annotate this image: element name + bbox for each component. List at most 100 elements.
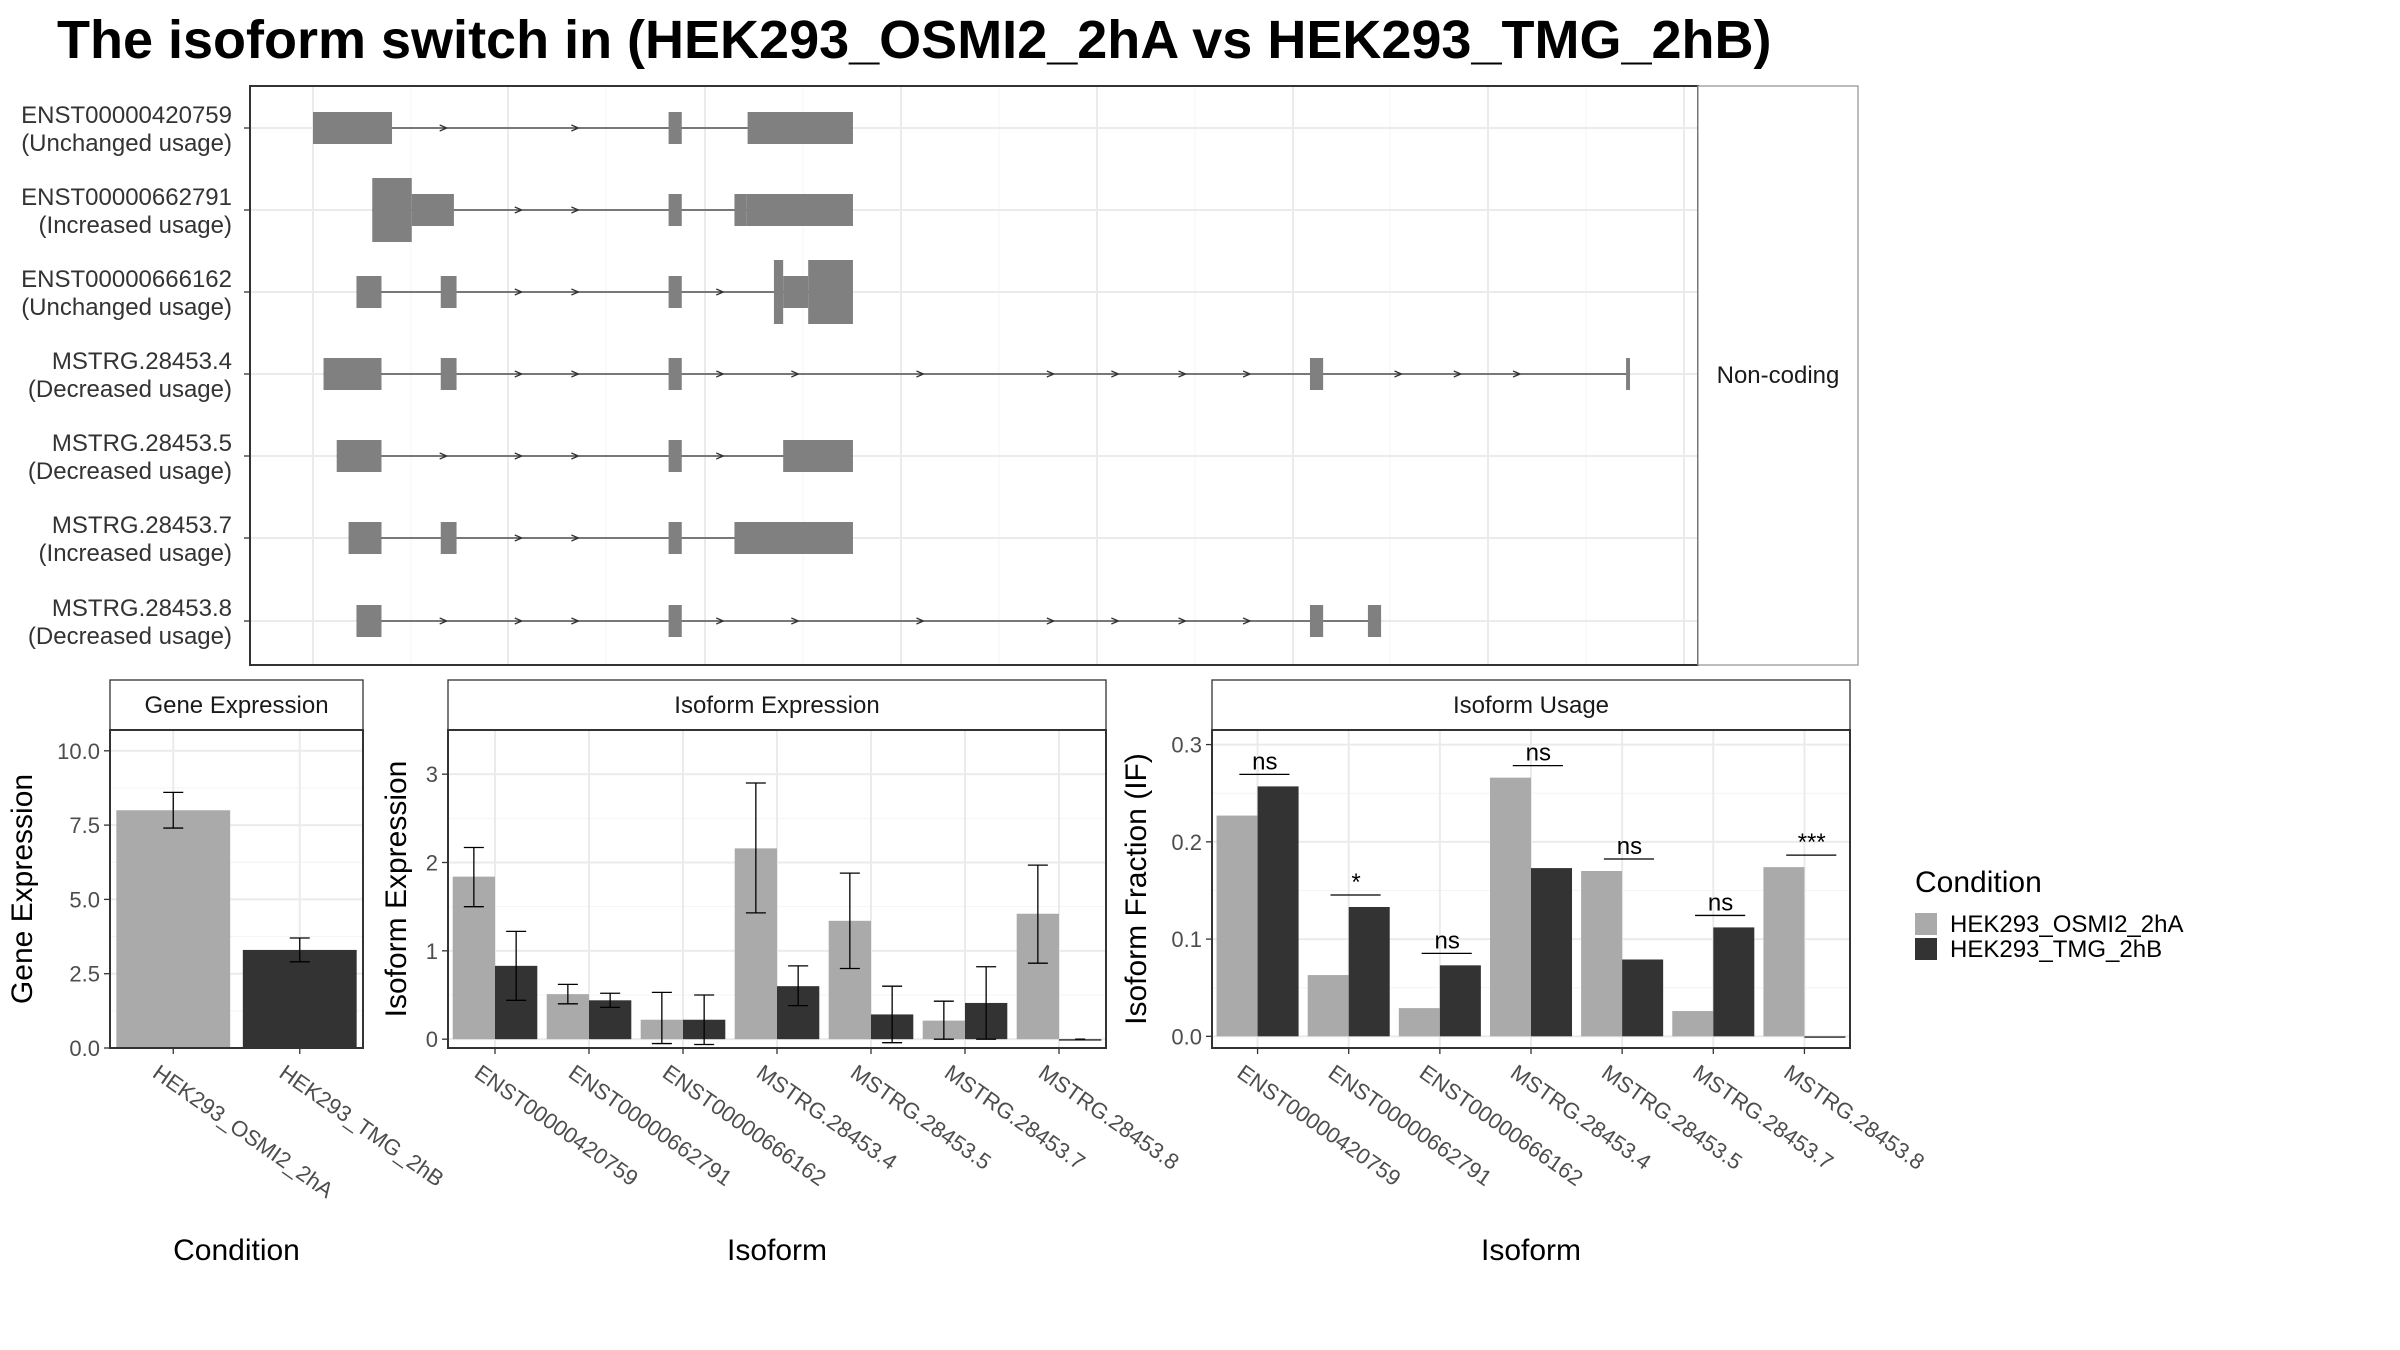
- isoexp-panel-ytick-label-2: 2: [426, 851, 438, 876]
- gene-panel-strip-title: Gene Expression: [144, 692, 328, 719]
- isoexp-panel-ytick-label-0: 0: [426, 1027, 438, 1052]
- exon-MSTRG.28453.5-0: [336, 440, 382, 472]
- intron-arrow-MSTRG.28453.4-10: [1453, 370, 1463, 378]
- isoexp-panel-xtick-label-0: ENST00000420759: [470, 1060, 643, 1191]
- usage-panel-sig-label-4: ns: [1617, 833, 1642, 860]
- exon-MSTRG.28453.7-1: [440, 522, 457, 554]
- exon-MSTRG.28453.7-2: [668, 522, 682, 554]
- usage-panel-bar-series1-2: [1439, 965, 1481, 1037]
- transcript-usage-ENST00000420759: (Unchanged usage): [21, 130, 232, 157]
- intron-arrow-MSTRG.28453.4-8: [1242, 370, 1252, 378]
- intron-arrow-MSTRG.28453.8-0: [439, 617, 449, 625]
- exon-ENST00000662791-0: [372, 178, 412, 242]
- transcript-id-ENST00000420759: ENST00000420759: [21, 102, 232, 129]
- exon-ENST00000420759-2: [747, 112, 853, 144]
- isoexp-panel-bar-series1-6: [1059, 1039, 1102, 1041]
- intron-arrow-MSTRG.28453.4-4: [916, 370, 926, 378]
- isoexp-panel-plot-border: [447, 729, 1107, 1049]
- transcript-usage-ENST00000666162: (Unchanged usage): [21, 294, 232, 321]
- intron-arrow-ENST00000666162-1: [571, 288, 581, 296]
- exon-ENST00000420759-0: [313, 112, 393, 144]
- exon-MSTRG.28453.8-1: [668, 605, 682, 637]
- transcript-id-MSTRG.28453.5: MSTRG.28453.5: [52, 430, 232, 457]
- intron-arrow-ENST00000420759-0: [439, 124, 449, 132]
- exon-ENST00000662791-2: [668, 194, 682, 226]
- usage-panel-bar-series0-6: [1763, 867, 1805, 1037]
- gene-panel-ytick-label-3: 7.5: [69, 813, 100, 838]
- isoexp-panel-ytick-label-1: 1: [426, 939, 438, 964]
- exon-ENST00000666162-1: [440, 276, 457, 308]
- transcript-id-MSTRG.28453.7: MSTRG.28453.7: [52, 512, 232, 539]
- usage-panel-bar-series0-5: [1672, 1011, 1714, 1037]
- usage-panel-sig-label-0: ns: [1252, 748, 1277, 775]
- transcript-id-ENST00000662791: ENST00000662791: [21, 184, 232, 211]
- isoexp-panel-strip-title: Isoform Expression: [674, 692, 879, 719]
- exon-MSTRG.28453.4-0: [323, 358, 382, 390]
- condition-legend: Condition HEK293_OSMI2_2hA HEK293_TMG_2h…: [1915, 866, 2183, 963]
- isoexp-panel-xtick-label-1: ENST00000662791: [564, 1060, 737, 1191]
- transcript-structure-panel: ENST00000420759(Unchanged usage)ENST0000…: [21, 85, 1859, 666]
- gene-panel-ylabel: Gene Expression: [6, 774, 39, 1004]
- usage-panel-sig-label-5: ns: [1708, 889, 1733, 916]
- intron-arrow-MSTRG.28453.4-0: [514, 370, 524, 378]
- usage-panel-sig-label-6: ***: [1798, 829, 1826, 856]
- usage-panel-bar-series0-0: [1216, 815, 1258, 1037]
- legend-label-cond-b: HEK293_TMG_2hB: [1950, 936, 2162, 963]
- usage-panel-bar-series1-0: [1257, 786, 1299, 1037]
- intron-arrow-MSTRG.28453.8-5: [916, 617, 926, 625]
- intron-arrow-MSTRG.28453.8-8: [1178, 617, 1188, 625]
- isoform-usage-panel: Isoform Usage 0.0 0.1 0.2 0.3 ns ENST000004207…: [1120, 679, 1929, 1267]
- isoform-expression-panel: Isoform Expression 0 1 2 3 ENST00000420759ENS…: [380, 679, 1184, 1267]
- exon-ENST00000666162-5: [808, 260, 853, 324]
- usage-panel-xtick-label-0: ENST00000420759: [1233, 1060, 1406, 1191]
- usage-panel-bar-series0-1: [1307, 975, 1349, 1037]
- exon-ENST00000666162-0: [356, 276, 382, 308]
- exon-MSTRG.28453.4-2: [668, 358, 682, 390]
- usage-panel-bar-series1-6: [1804, 1036, 1846, 1038]
- usage-panel-ytick-label-3: 0.3: [1171, 733, 1202, 758]
- gene-panel-bar-0: [116, 810, 231, 1048]
- legend-swatch-cond-a: [1915, 913, 1937, 935]
- intron-arrow-MSTRG.28453.5-2: [571, 452, 581, 460]
- exon-MSTRG.28453.8-3: [1367, 605, 1382, 637]
- gene-expression-panel: Gene Expression0.02.55.07.510.0HEK293_OS…: [6, 679, 448, 1267]
- isoexp-panel-strip: [447, 679, 1107, 731]
- usage-panel-bar-series0-4: [1581, 871, 1623, 1037]
- usage-panel-sig-label-2: ns: [1434, 927, 1459, 954]
- exon-ENST00000662791-1: [411, 194, 454, 226]
- transcript-id-MSTRG.28453.4: MSTRG.28453.4: [52, 348, 232, 375]
- intron-arrow-MSTRG.28453.4-7: [1178, 370, 1188, 378]
- exon-ENST00000662791-3: [734, 194, 747, 226]
- exon-MSTRG.28453.5-1: [668, 440, 682, 472]
- usage-panel-bar-series0-2: [1398, 1008, 1440, 1037]
- intron-arrow-MSTRG.28453.8-4: [791, 617, 800, 625]
- usage-panel-xlabel: Isoform: [1481, 1234, 1581, 1267]
- intron-arrow-MSTRG.28453.7-0: [514, 534, 524, 542]
- intron-arrow-MSTRG.28453.8-7: [1111, 617, 1121, 625]
- legend-title: Condition: [1915, 866, 2042, 899]
- usage-panel-sig-label-1: *: [1351, 869, 1360, 896]
- coding-strip-box: [1697, 85, 1859, 666]
- gene-panel-ytick-label-1: 2.5: [69, 962, 100, 987]
- gene-panel-plot-border: [109, 729, 364, 1049]
- usage-panel-bar-series1-3: [1531, 868, 1573, 1037]
- structure-plot-bg: [250, 86, 1698, 665]
- intron-arrow-MSTRG.28453.4-1: [571, 370, 581, 378]
- intron-arrow-ENST00000662791-1: [571, 206, 581, 214]
- intron-arrow-MSTRG.28453.5-1: [514, 452, 524, 460]
- exon-ENST00000666162-3: [773, 260, 784, 324]
- intron-arrow-MSTRG.28453.8-9: [1242, 617, 1252, 625]
- intron-arrow-MSTRG.28453.4-9: [1394, 370, 1404, 378]
- legend-swatch-cond-b: [1915, 938, 1937, 960]
- exon-ENST00000666162-4: [783, 276, 809, 308]
- usage-panel-bar-series1-5: [1713, 927, 1755, 1037]
- exon-MSTRG.28453.4-4: [1626, 358, 1630, 390]
- exon-MSTRG.28453.8-0: [356, 605, 382, 637]
- intron-arrow-MSTRG.28453.5-3: [716, 452, 725, 460]
- gene-panel-ytick-label-0: 0.0: [69, 1036, 100, 1061]
- coding-strip-label: Non-coding: [1717, 362, 1840, 389]
- transcript-usage-MSTRG.28453.7: (Increased usage): [39, 540, 232, 567]
- usage-panel-bar-series1-4: [1622, 959, 1664, 1037]
- usage-panel-xtick-label-2: ENST00000666162: [1415, 1060, 1588, 1191]
- intron-arrow-MSTRG.28453.4-11: [1512, 370, 1522, 378]
